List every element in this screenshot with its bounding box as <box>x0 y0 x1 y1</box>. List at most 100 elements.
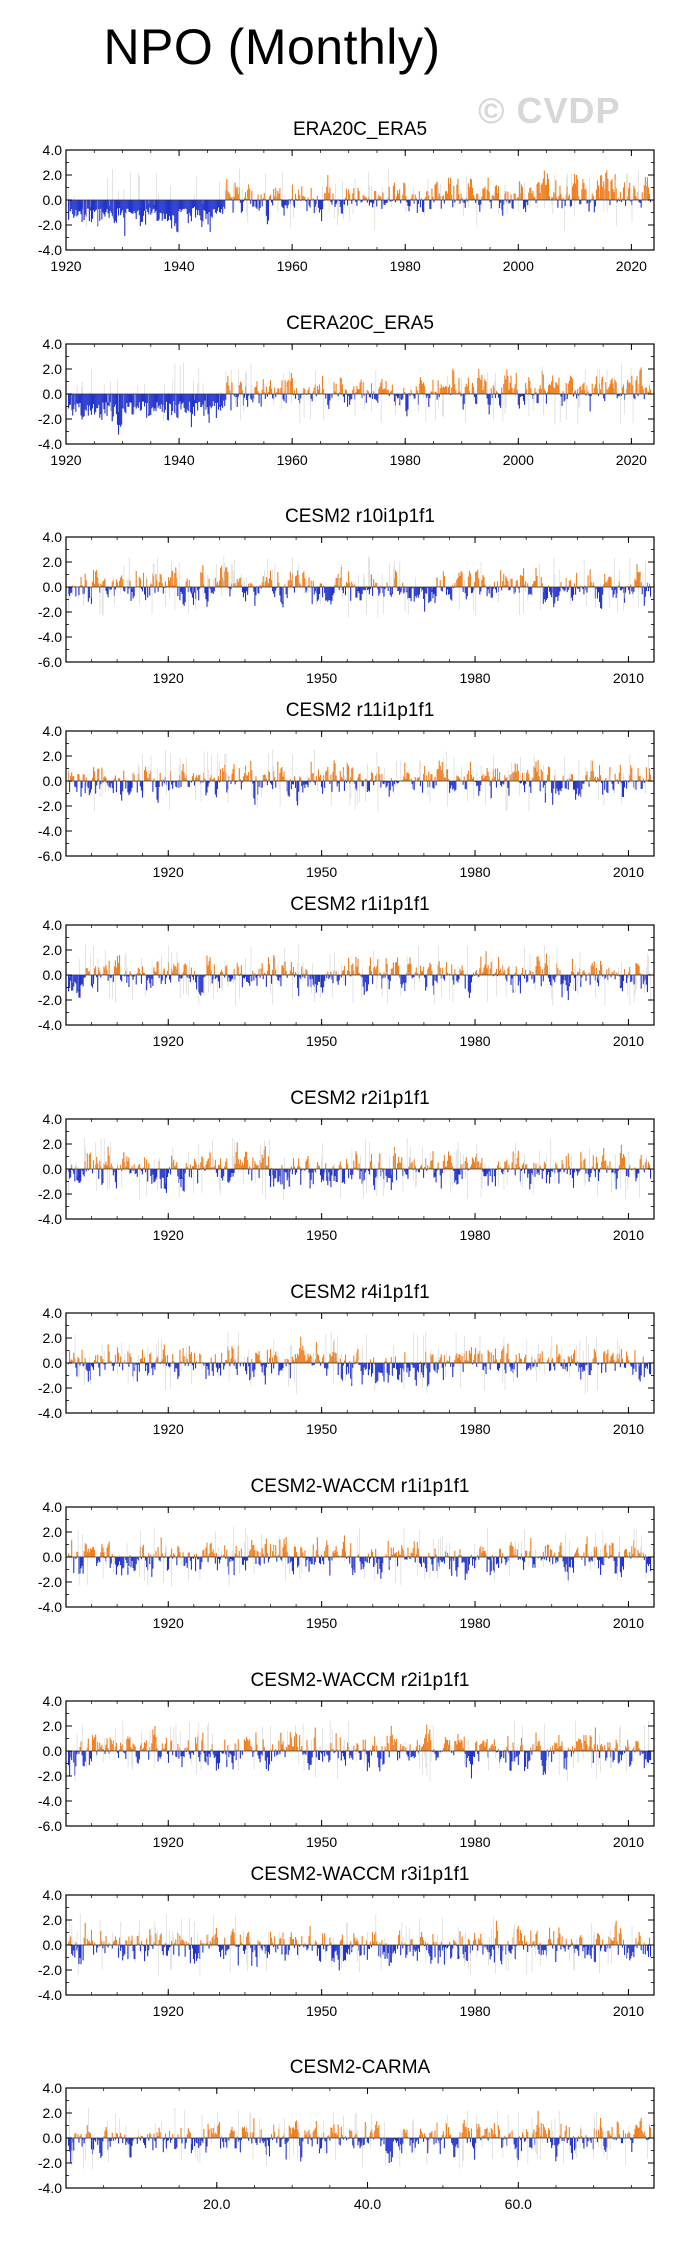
npo-trace <box>85 1147 86 1169</box>
npo-trace <box>410 1147 411 1169</box>
npo-bar <box>549 975 551 982</box>
npo-trace <box>290 1169 291 1188</box>
npo-trace <box>603 781 605 806</box>
npo-bar <box>199 587 201 589</box>
npo-trace <box>224 563 226 587</box>
npo-bar <box>440 1169 442 1189</box>
npo-bar <box>415 967 417 975</box>
npo-bar <box>201 573 203 587</box>
npo-trace <box>245 372 246 394</box>
npo-bar <box>577 781 579 789</box>
npo-bar <box>379 587 381 594</box>
npo-bar <box>304 389 306 394</box>
npo-bar <box>377 959 379 975</box>
npo-bar <box>392 185 394 200</box>
npo-bar <box>128 587 130 589</box>
npo-bar <box>605 975 607 978</box>
npo-bar <box>95 571 97 587</box>
npo-trace <box>504 185 506 200</box>
npo-trace <box>574 200 575 217</box>
npo-trace <box>400 760 402 781</box>
npo-bar <box>629 967 631 975</box>
npo-bar <box>235 781 237 783</box>
npo-trace <box>512 771 513 781</box>
npo-bar <box>107 975 109 981</box>
npo-bar <box>247 587 249 595</box>
npo-trace <box>584 766 586 781</box>
npo-bar <box>626 1169 628 1176</box>
npo-trace <box>440 183 441 200</box>
npo-bar <box>471 188 474 200</box>
npo-bar <box>512 1151 514 1169</box>
npo-bar <box>603 1147 605 1169</box>
npo-bar <box>268 772 271 781</box>
npo-bar <box>355 781 357 789</box>
npo-trace <box>221 975 223 989</box>
npo-bar <box>328 192 330 200</box>
npo-trace <box>374 1163 376 1169</box>
npo-bar <box>328 587 330 601</box>
npo-bar <box>381 587 383 589</box>
npo-bar <box>104 775 106 781</box>
npo-trace <box>277 964 279 975</box>
npo-trace <box>252 394 254 401</box>
npo-trace <box>198 1143 200 1169</box>
npo-trace <box>194 194 195 200</box>
npo-bar <box>637 1169 639 1174</box>
npo-bar <box>280 975 282 987</box>
npo-trace <box>330 781 332 807</box>
npo-bar <box>501 387 503 394</box>
npo-bar <box>149 394 151 416</box>
npo-bar <box>290 961 292 975</box>
npo-bar <box>123 770 125 781</box>
npo-trace <box>423 394 425 398</box>
npo-bar <box>322 375 324 394</box>
npo-trace <box>70 1159 72 1169</box>
npo-bar <box>476 193 478 200</box>
npo-bar <box>190 1169 192 1178</box>
npo-bar <box>609 576 611 587</box>
npo-bar <box>279 975 281 978</box>
npo-bar <box>512 772 514 781</box>
npo-trace <box>632 587 634 599</box>
npo-bar <box>248 583 250 587</box>
npo-bar <box>144 1157 146 1169</box>
npo-bar <box>242 587 245 598</box>
npo-bar <box>538 960 540 975</box>
npo-bar <box>469 1166 471 1169</box>
npo-trace <box>556 948 558 975</box>
npo-bar <box>423 966 425 975</box>
npo-bar <box>488 776 490 781</box>
npo-bar <box>338 392 340 394</box>
npo-bar <box>139 1358 141 1363</box>
npo-trace <box>571 1156 572 1169</box>
npo-bar <box>335 775 337 781</box>
npo-trace <box>498 587 499 603</box>
npo-bar <box>495 968 498 975</box>
npo-bar <box>182 1169 184 1191</box>
npo-bar <box>547 1169 550 1172</box>
npo-bar <box>248 1169 250 1175</box>
npo-bar <box>540 1169 542 1171</box>
npo-trace <box>102 772 104 781</box>
npo-bar <box>122 1363 124 1371</box>
npo-bar <box>397 957 399 975</box>
npo-bar <box>591 383 593 394</box>
npo-bar <box>239 200 241 203</box>
npo-bar <box>344 587 347 596</box>
npo-bar <box>393 394 395 402</box>
npo-trace <box>242 1169 243 1171</box>
npo-bar <box>242 1164 245 1169</box>
npo-bar <box>362 975 364 987</box>
npo-bar <box>335 970 337 975</box>
npo-bar <box>98 1363 100 1368</box>
npo-bar <box>571 186 574 200</box>
npo-trace <box>233 570 234 587</box>
npo-bar <box>130 1357 132 1363</box>
npo-bar <box>73 1169 75 1174</box>
npo-trace <box>459 1152 461 1169</box>
npo-bar <box>301 781 303 787</box>
npo-trace <box>333 1163 335 1169</box>
npo-trace <box>597 1169 598 1196</box>
npo-trace <box>220 392 222 394</box>
